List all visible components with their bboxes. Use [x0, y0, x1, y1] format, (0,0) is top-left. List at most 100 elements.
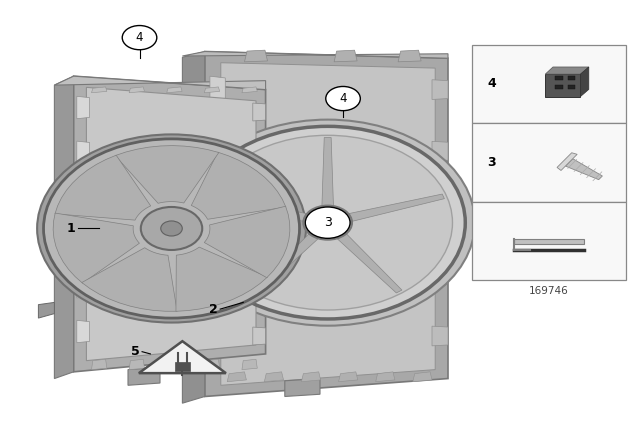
Circle shape	[180, 120, 475, 326]
Polygon shape	[166, 87, 182, 93]
Bar	[472, 45, 626, 123]
Bar	[568, 76, 575, 80]
Polygon shape	[86, 87, 256, 361]
Polygon shape	[55, 155, 150, 220]
Polygon shape	[129, 359, 145, 370]
Polygon shape	[38, 302, 54, 318]
Polygon shape	[565, 159, 602, 180]
Polygon shape	[253, 234, 318, 293]
Polygon shape	[77, 186, 90, 208]
Polygon shape	[182, 52, 205, 403]
Polygon shape	[242, 359, 257, 370]
Polygon shape	[166, 359, 182, 370]
Polygon shape	[349, 194, 444, 221]
Polygon shape	[432, 141, 448, 161]
Polygon shape	[285, 379, 320, 396]
Polygon shape	[210, 158, 225, 185]
Bar	[472, 202, 626, 280]
Polygon shape	[253, 271, 266, 289]
Polygon shape	[54, 76, 74, 379]
Polygon shape	[205, 52, 448, 396]
Bar	[545, 74, 580, 96]
Text: 4: 4	[487, 78, 496, 90]
Polygon shape	[322, 138, 333, 206]
Polygon shape	[204, 87, 220, 93]
Polygon shape	[82, 248, 177, 311]
Polygon shape	[339, 372, 358, 382]
Polygon shape	[253, 215, 266, 233]
Circle shape	[44, 139, 300, 318]
Circle shape	[190, 126, 465, 319]
Polygon shape	[204, 206, 290, 278]
Polygon shape	[337, 234, 402, 293]
Polygon shape	[92, 359, 107, 370]
Polygon shape	[77, 320, 90, 343]
Polygon shape	[242, 87, 257, 93]
Text: 2: 2	[209, 302, 218, 316]
Bar	[175, 362, 190, 371]
Polygon shape	[128, 367, 160, 385]
Polygon shape	[210, 323, 225, 349]
Polygon shape	[115, 146, 219, 203]
Polygon shape	[211, 194, 307, 221]
Polygon shape	[54, 76, 266, 90]
Polygon shape	[253, 159, 266, 177]
Circle shape	[37, 134, 306, 323]
Polygon shape	[413, 372, 432, 382]
Polygon shape	[191, 152, 286, 219]
Polygon shape	[227, 372, 246, 382]
Polygon shape	[376, 372, 395, 382]
Polygon shape	[210, 117, 225, 144]
Polygon shape	[557, 153, 577, 171]
Polygon shape	[432, 80, 448, 99]
Text: 169746: 169746	[529, 286, 569, 296]
Polygon shape	[77, 276, 90, 298]
Polygon shape	[139, 341, 226, 373]
Polygon shape	[176, 247, 268, 311]
Text: 1: 1	[67, 222, 76, 235]
Polygon shape	[77, 96, 90, 119]
Polygon shape	[77, 141, 90, 164]
Polygon shape	[398, 50, 421, 62]
Text: 4: 4	[136, 31, 143, 44]
Text: 3: 3	[324, 216, 332, 229]
Bar	[568, 85, 575, 89]
Text: 5: 5	[131, 345, 140, 358]
Circle shape	[326, 86, 360, 111]
Polygon shape	[301, 372, 321, 382]
Polygon shape	[182, 52, 448, 58]
Polygon shape	[545, 67, 589, 74]
Polygon shape	[514, 238, 584, 244]
Polygon shape	[53, 213, 140, 283]
Polygon shape	[204, 359, 220, 370]
Polygon shape	[210, 241, 225, 267]
Polygon shape	[253, 103, 266, 121]
Polygon shape	[580, 67, 589, 96]
Polygon shape	[74, 76, 266, 372]
Polygon shape	[432, 264, 448, 284]
Polygon shape	[210, 199, 225, 226]
Polygon shape	[334, 50, 357, 62]
Polygon shape	[210, 76, 225, 103]
Polygon shape	[92, 87, 107, 93]
Text: 3: 3	[487, 156, 496, 169]
Circle shape	[305, 207, 350, 238]
Polygon shape	[129, 87, 145, 93]
Polygon shape	[77, 231, 90, 253]
Circle shape	[303, 206, 352, 240]
Polygon shape	[221, 63, 435, 385]
Bar	[555, 85, 563, 89]
Bar	[555, 76, 563, 80]
Circle shape	[141, 207, 202, 250]
Polygon shape	[432, 203, 448, 223]
Polygon shape	[432, 326, 448, 346]
Polygon shape	[253, 327, 266, 345]
Polygon shape	[264, 372, 284, 382]
Circle shape	[161, 221, 182, 236]
Circle shape	[203, 135, 452, 310]
Text: 4: 4	[339, 92, 347, 105]
Bar	[472, 123, 626, 202]
Polygon shape	[244, 50, 268, 62]
Polygon shape	[210, 281, 225, 308]
Circle shape	[122, 26, 157, 50]
